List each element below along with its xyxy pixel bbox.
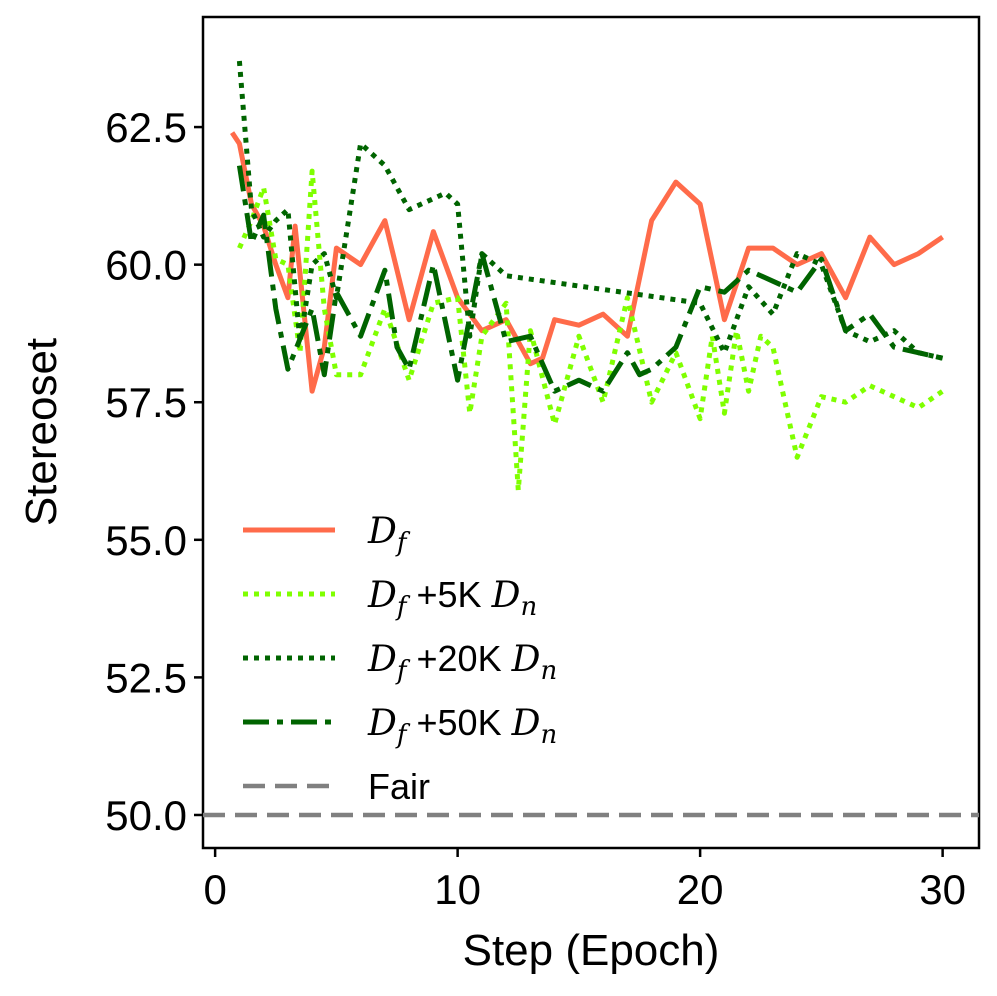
y-tick-label: 50.0 [105, 792, 187, 839]
legend-label: Df [367, 511, 411, 558]
legend-item-3: Df +20K Dn [243, 638, 557, 686]
plot-area-frame [201, 15, 981, 850]
series-line-4 [236, 165, 944, 394]
legend-label: Fair [368, 766, 430, 807]
legend-item-2: Df +5K Dn [243, 574, 537, 622]
series-line-3 [236, 60, 944, 361]
legend: Df Df +5K Dn Df +20K Dn Df +50K Dn Fair [243, 511, 557, 807]
y-axis-label: Stereoset [17, 338, 66, 526]
series-line-1 [230, 131, 945, 394]
y-axis-ticks: 50.0 52.5 55.0 57.5 60.0 62.5 [105, 104, 203, 839]
series-line-2 [237, 168, 945, 493]
y-tick-label: 62.5 [105, 104, 187, 151]
y-tick-label: 52.5 [105, 654, 187, 701]
x-tick-label: 0 [203, 866, 226, 913]
x-tick-label: 30 [919, 866, 966, 913]
legend-label: Df +50K Dn [367, 702, 557, 750]
y-tick-label: 57.5 [105, 379, 187, 426]
x-axis-ticks: 0 10 20 30 [203, 848, 966, 913]
legend-item-1: Df [243, 511, 411, 558]
legend-label: Df +5K Dn [367, 574, 537, 622]
y-tick-label: 60.0 [105, 242, 187, 289]
legend-label: Df +20K Dn [367, 638, 557, 686]
series-layer [203, 60, 979, 818]
y-tick-label: 55.0 [105, 517, 187, 564]
legend-item-4: Df +50K Dn [243, 702, 557, 750]
x-tick-label: 20 [677, 866, 724, 913]
x-axis-label: Step (Epoch) [463, 926, 720, 975]
legend-item-5: Fair [243, 766, 430, 807]
x-tick-label: 10 [434, 866, 481, 913]
